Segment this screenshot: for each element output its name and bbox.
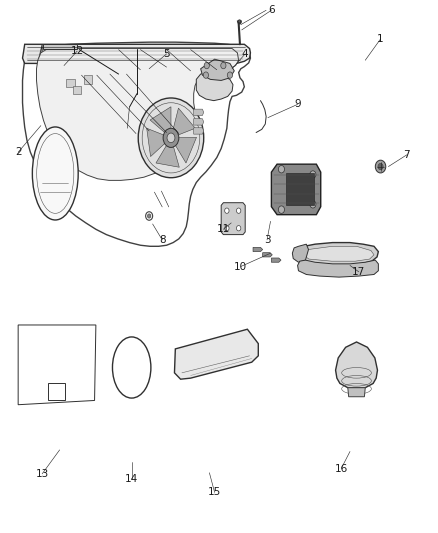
- Polygon shape: [36, 49, 239, 180]
- Text: 9: 9: [294, 99, 301, 109]
- Circle shape: [225, 208, 229, 213]
- Text: 2: 2: [15, 147, 21, 157]
- Circle shape: [227, 72, 233, 78]
- Text: 14: 14: [125, 474, 138, 484]
- Polygon shape: [150, 107, 171, 134]
- Polygon shape: [66, 79, 75, 87]
- Circle shape: [148, 214, 151, 218]
- Text: 11: 11: [217, 224, 230, 235]
- Polygon shape: [43, 44, 77, 49]
- Text: 13: 13: [35, 469, 49, 479]
- Text: 5: 5: [163, 49, 170, 59]
- Polygon shape: [253, 247, 263, 252]
- Text: 6: 6: [268, 5, 275, 15]
- Text: 3: 3: [264, 235, 270, 245]
- Text: 7: 7: [403, 150, 410, 160]
- Polygon shape: [173, 108, 195, 136]
- Circle shape: [146, 212, 152, 220]
- Circle shape: [378, 164, 383, 169]
- Circle shape: [310, 171, 316, 178]
- Circle shape: [310, 200, 316, 208]
- Polygon shape: [272, 164, 321, 215]
- Polygon shape: [196, 72, 233, 101]
- Polygon shape: [84, 75, 92, 84]
- Text: 10: 10: [234, 262, 247, 271]
- Polygon shape: [221, 203, 245, 235]
- Polygon shape: [303, 246, 374, 261]
- Ellipse shape: [32, 127, 78, 220]
- Circle shape: [237, 225, 241, 231]
- Circle shape: [279, 165, 285, 173]
- Text: 16: 16: [335, 464, 348, 473]
- Text: 4: 4: [242, 49, 248, 59]
- Circle shape: [238, 20, 241, 24]
- Text: 17: 17: [352, 267, 365, 277]
- Text: 8: 8: [159, 235, 166, 245]
- Polygon shape: [272, 258, 281, 262]
- Polygon shape: [336, 342, 378, 387]
- Polygon shape: [48, 383, 65, 400]
- Polygon shape: [297, 260, 378, 277]
- Circle shape: [167, 133, 175, 143]
- Text: 1: 1: [377, 34, 384, 44]
- Polygon shape: [73, 86, 81, 94]
- Circle shape: [138, 98, 204, 177]
- Polygon shape: [263, 253, 272, 257]
- Polygon shape: [292, 244, 308, 262]
- Text: 15: 15: [208, 488, 221, 497]
- Polygon shape: [286, 173, 314, 205]
- Polygon shape: [194, 128, 204, 134]
- Polygon shape: [174, 138, 197, 163]
- Circle shape: [53, 70, 57, 75]
- Polygon shape: [22, 44, 251, 63]
- Circle shape: [237, 208, 241, 213]
- Polygon shape: [147, 128, 167, 157]
- Circle shape: [279, 206, 285, 213]
- Polygon shape: [38, 44, 71, 87]
- Circle shape: [375, 160, 386, 173]
- Polygon shape: [194, 109, 204, 116]
- Circle shape: [43, 64, 50, 73]
- Polygon shape: [298, 243, 378, 265]
- Circle shape: [203, 72, 208, 78]
- Polygon shape: [348, 387, 365, 397]
- Circle shape: [204, 62, 209, 69]
- Circle shape: [221, 62, 226, 69]
- Circle shape: [225, 225, 229, 231]
- Polygon shape: [174, 329, 258, 379]
- Text: 12: 12: [71, 46, 84, 56]
- Circle shape: [163, 128, 179, 148]
- Polygon shape: [201, 59, 234, 80]
- Circle shape: [59, 67, 63, 71]
- Polygon shape: [194, 119, 204, 125]
- Polygon shape: [156, 143, 179, 167]
